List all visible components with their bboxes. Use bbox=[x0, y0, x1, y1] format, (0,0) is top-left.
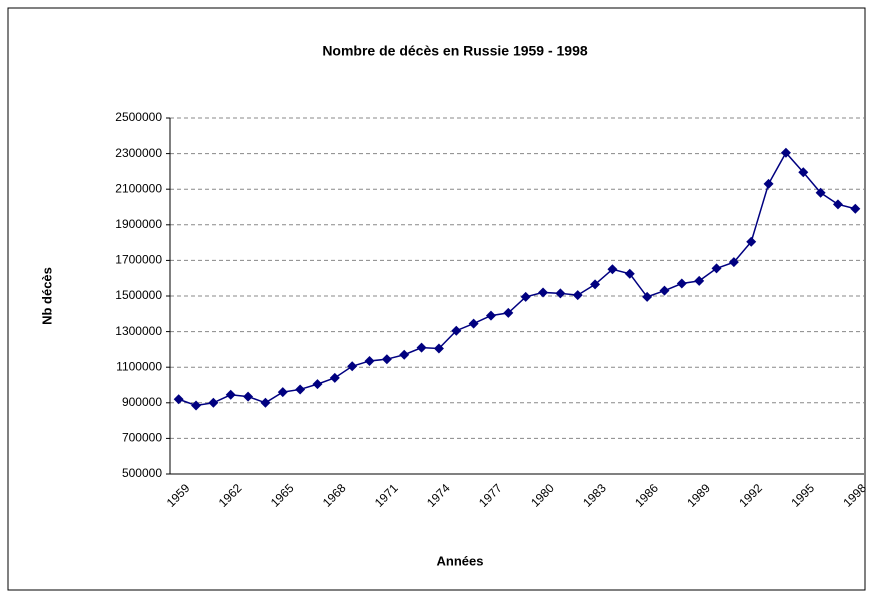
data-point bbox=[624, 268, 635, 279]
data-point bbox=[347, 361, 358, 372]
data-point bbox=[451, 325, 462, 336]
data-point bbox=[798, 167, 809, 178]
y-tick-label: 2300000 bbox=[115, 146, 162, 160]
data-point bbox=[763, 178, 774, 189]
data-point bbox=[173, 394, 184, 405]
y-tick-label: 1900000 bbox=[115, 217, 162, 231]
y-tick-label: 700000 bbox=[122, 431, 162, 445]
y-tick-label: 1300000 bbox=[115, 324, 162, 338]
data-point bbox=[659, 285, 670, 296]
data-point bbox=[538, 287, 549, 298]
data-point bbox=[260, 397, 271, 408]
data-point bbox=[503, 307, 514, 318]
data-point bbox=[225, 389, 236, 400]
data-point bbox=[746, 236, 757, 247]
chart-title: Nombre de décès en Russie 1959 - 1998 bbox=[322, 43, 588, 59]
data-point bbox=[850, 203, 861, 214]
data-point bbox=[590, 279, 601, 290]
y-tick-label: 2100000 bbox=[115, 181, 162, 195]
data-point bbox=[520, 291, 531, 302]
y-tick-label: 2500000 bbox=[115, 110, 162, 124]
y-tick-label: 1100000 bbox=[116, 359, 162, 373]
data-point bbox=[243, 391, 254, 402]
data-point bbox=[815, 187, 826, 198]
data-point bbox=[416, 342, 427, 353]
y-tick-label: 1700000 bbox=[115, 253, 162, 267]
data-point bbox=[364, 355, 375, 366]
data-point bbox=[485, 310, 496, 321]
data-point bbox=[676, 278, 687, 289]
data-point bbox=[468, 318, 479, 329]
data-point bbox=[572, 290, 583, 301]
data-point bbox=[312, 379, 323, 390]
data-point bbox=[711, 263, 722, 274]
y-tick-label: 1500000 bbox=[115, 288, 162, 302]
chart-frame bbox=[7, 7, 866, 591]
data-point bbox=[208, 397, 219, 408]
data-point bbox=[433, 343, 444, 354]
data-point bbox=[728, 257, 739, 268]
data-point bbox=[832, 199, 843, 210]
data-point bbox=[780, 147, 791, 158]
data-point bbox=[555, 288, 566, 299]
data-point bbox=[381, 354, 392, 365]
data-point bbox=[399, 349, 410, 360]
data-point bbox=[694, 275, 705, 286]
y-tick-label: 500000 bbox=[122, 466, 162, 480]
y-axis-title: Nb décès bbox=[39, 267, 54, 325]
data-point bbox=[329, 372, 340, 383]
y-tick-label: 900000 bbox=[122, 395, 162, 409]
data-point bbox=[191, 400, 202, 411]
series-line bbox=[178, 151, 856, 407]
data-point bbox=[642, 291, 653, 302]
data-point bbox=[607, 264, 618, 275]
x-axis-title: Années bbox=[437, 553, 484, 568]
data-point bbox=[277, 387, 288, 398]
data-point bbox=[295, 384, 306, 395]
